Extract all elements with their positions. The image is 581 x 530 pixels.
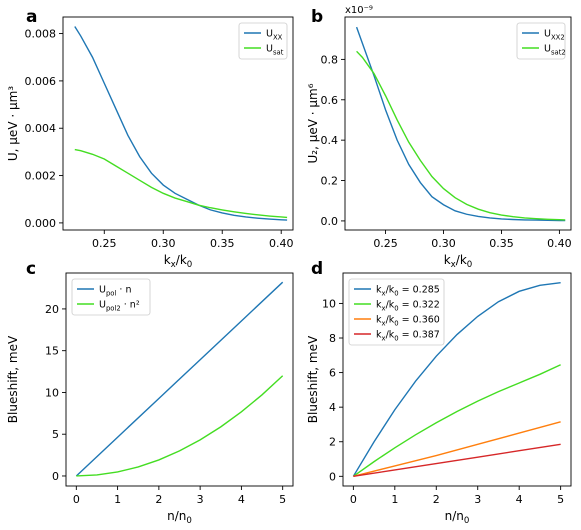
legend: UXX​ Usat​ bbox=[238, 22, 288, 60]
y-tick-label: 6 bbox=[329, 367, 336, 380]
x-tick-label: 4 bbox=[516, 493, 523, 506]
y-tick-label: 0.0 bbox=[321, 215, 339, 228]
y-axis-label: Blueshift, meV bbox=[6, 335, 20, 423]
x-tick-label: 1 bbox=[114, 493, 121, 506]
y-tick-label: 0 bbox=[329, 470, 336, 483]
y-tick-label: 20 bbox=[45, 303, 59, 316]
y-tick-label: 0.8 bbox=[321, 53, 339, 66]
y-tick-label: 0.006 bbox=[25, 75, 57, 88]
y-axis-label: U, μeV · μm³ bbox=[6, 86, 20, 161]
y-tick-label: 10 bbox=[322, 297, 336, 310]
series-line-0 bbox=[355, 26, 566, 222]
x-tick-label: 2 bbox=[155, 493, 162, 506]
plot-frame bbox=[62, 16, 294, 231]
plot-frame bbox=[342, 272, 572, 487]
y-tick-label: 15 bbox=[45, 345, 59, 358]
y-tick-label: 4 bbox=[329, 401, 336, 414]
x-axis-label: kx​/k0​ bbox=[164, 253, 193, 270]
y-axis-label: U₂, μeV · μm⁶ bbox=[306, 83, 320, 163]
y-tick-label: 0.000 bbox=[25, 217, 57, 230]
x-tick-label: 2 bbox=[433, 493, 440, 506]
y-tick-label: 0.6 bbox=[321, 94, 339, 107]
y-tick-label: 5 bbox=[52, 428, 59, 441]
panel-d: d 0 1 2 3 4 5 0 2 4 6 8 10 n/n0​ Blueshift, meV kx​/k0​… bbox=[306, 259, 572, 526]
legend-entry: UXX​ bbox=[266, 29, 283, 42]
legend: Upol​ · n Upol2​ · n² bbox=[71, 278, 151, 316]
y-tick-label: 2 bbox=[329, 436, 336, 449]
y-offset-label: x10⁻⁹ bbox=[345, 5, 373, 16]
x-tick-label: 1 bbox=[391, 493, 398, 506]
x-tick-label: 5 bbox=[557, 493, 564, 506]
x-tick-label: 0.30 bbox=[431, 237, 456, 250]
y-tick-label: 10 bbox=[45, 386, 59, 399]
legend-box bbox=[348, 278, 445, 346]
panel-a: a 0.25 0.30 0.35 0.40 0.000 0.002 0.004 0.006 0.0… bbox=[6, 7, 293, 270]
series-line-1 bbox=[76, 375, 284, 477]
panel-letter: a bbox=[26, 7, 37, 27]
series-line-0 bbox=[352, 281, 561, 477]
legend-entry: kx​/k0​ = 0.322 bbox=[376, 300, 440, 313]
panel-letter: c bbox=[26, 259, 36, 279]
series-line-3 bbox=[353, 443, 561, 478]
x-axis-label: n/n0​ bbox=[167, 509, 192, 526]
x-tick-label: 0.40 bbox=[269, 237, 294, 250]
legend-entry: Usat2​ bbox=[544, 44, 566, 57]
legend-entry: UXX2​ bbox=[544, 29, 565, 42]
x-tick-label: 0.40 bbox=[547, 237, 572, 250]
x-tick-label: 5 bbox=[279, 493, 286, 506]
legend-entry: kx​/k0​ = 0.360 bbox=[376, 315, 440, 328]
legend-entry: Upol​ · n bbox=[99, 285, 131, 298]
legend: UXX2​ Usat2​ bbox=[516, 22, 566, 60]
series-line-2 bbox=[353, 421, 561, 477]
x-tick-label: 0.35 bbox=[210, 237, 235, 250]
x-axis-label: kx​/k0​ bbox=[444, 253, 473, 270]
x-tick-label: 3 bbox=[197, 493, 204, 506]
legend-entry: Upol2​ · n² bbox=[99, 300, 140, 313]
x-tick-label: 3 bbox=[474, 493, 481, 506]
series-line-1 bbox=[352, 364, 561, 477]
x-tick-label: 0.25 bbox=[373, 237, 398, 250]
x-tick-label: 0.25 bbox=[92, 237, 117, 250]
series-line-0 bbox=[74, 26, 288, 221]
series-line-1 bbox=[74, 148, 288, 219]
x-tick-label: 0.35 bbox=[489, 237, 514, 250]
x-axis-label: n/n0​ bbox=[445, 509, 470, 526]
plot-frame bbox=[344, 16, 572, 231]
y-tick-label: 8 bbox=[329, 332, 336, 345]
x-tick-label: 4 bbox=[238, 493, 245, 506]
x-tick-label: 0 bbox=[350, 493, 357, 506]
x-tick-label: 0.30 bbox=[151, 237, 176, 250]
legend-box bbox=[71, 278, 151, 316]
panel-c: c 0 1 2 3 4 5 0 5 10 15 20 n/n0​ Blueshift, meV Upol​ … bbox=[6, 259, 294, 526]
plot-frame bbox=[65, 272, 294, 487]
legend-entry: kx​/k0​ = 0.285 bbox=[376, 285, 440, 298]
y-tick-label: 0.4 bbox=[321, 134, 339, 147]
y-tick-label: 0.004 bbox=[25, 122, 57, 135]
y-tick-label: 0 bbox=[52, 470, 59, 483]
y-tick-label: 0.002 bbox=[25, 170, 57, 183]
legend: kx​/k0​ = 0.285 kx​/k0​ = 0.322 kx​/k0​ = … bbox=[348, 278, 445, 346]
y-tick-label: 0.008 bbox=[25, 28, 57, 41]
legend-box bbox=[516, 22, 566, 60]
y-axis-label: Blueshift, meV bbox=[306, 335, 320, 423]
panel-letter: b bbox=[311, 7, 323, 27]
series-line-1 bbox=[356, 50, 566, 221]
panel-b: b 0.25 0.30 0.35 0.40 0.0 0.2 0.4 0.6 0.8 kx​/k0​ U… bbox=[306, 5, 572, 270]
legend-entry: Usat​ bbox=[266, 44, 284, 57]
legend-box bbox=[238, 22, 288, 60]
series-line-0 bbox=[75, 281, 284, 477]
y-tick-label: 0.2 bbox=[321, 175, 339, 188]
panel-letter: d bbox=[311, 259, 323, 279]
x-tick-label: 0 bbox=[73, 493, 80, 506]
legend-entry: kx​/k0​ = 0.387 bbox=[376, 330, 440, 343]
